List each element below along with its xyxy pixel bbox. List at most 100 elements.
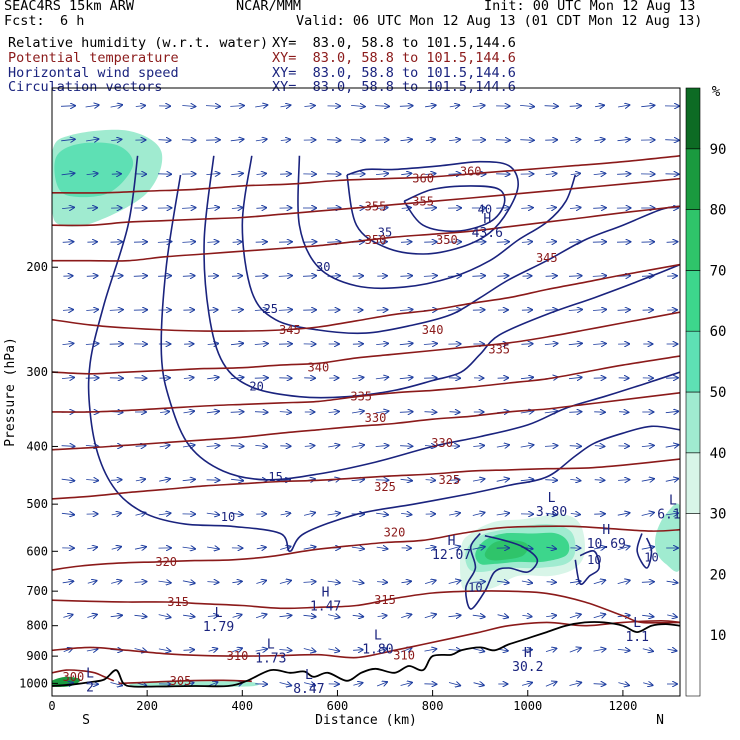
circulation-vector <box>570 514 580 515</box>
circulation-vector <box>544 411 558 413</box>
field-name-vectors: Circulation vectors <box>8 79 163 95</box>
colorbar-tick-label: 70 <box>710 263 727 279</box>
wind-speed-contour <box>241 155 680 335</box>
circulation-vector <box>63 615 72 618</box>
extremum-value: 12.07 <box>432 548 471 563</box>
theta-label: 320 <box>384 526 406 540</box>
circulation-vector <box>280 547 290 550</box>
circulation-vector <box>134 615 147 616</box>
axis-layer: 0 200 400 600 800 1000 1200 200 300 400 500 600 700 8… <box>19 260 637 713</box>
extremum-value: 1.1 <box>625 630 648 645</box>
circulation-vector <box>497 615 509 618</box>
theta-contour <box>52 155 680 194</box>
circulation-vector <box>181 140 196 141</box>
theta-label: 355 <box>365 199 387 213</box>
circulation-vector <box>569 648 581 652</box>
y-tick-label: 900 <box>26 649 48 663</box>
circulation-vector <box>303 615 316 616</box>
theta-contour <box>52 177 680 227</box>
circulation-vector <box>569 614 581 617</box>
theta-label: 325 <box>374 480 396 494</box>
circulation-vector <box>62 207 74 208</box>
circulation-vector <box>208 649 218 652</box>
circulation-vector <box>521 683 532 686</box>
circulation-vector <box>424 649 437 651</box>
extremum-value: 6.17 <box>657 508 688 523</box>
extremum-value: 30.2 <box>512 660 543 675</box>
colorbar-tick-label: 20 <box>710 567 727 583</box>
x-axis-title: Distance (km) <box>315 713 417 728</box>
circulation-vector <box>111 139 121 140</box>
circulation-vector <box>351 547 364 549</box>
x-tick-label: 800 <box>422 699 444 713</box>
wind-speed-contour <box>297 155 577 290</box>
circulation-vector <box>280 140 290 141</box>
extremum-marker: L <box>267 637 275 652</box>
extremum-marker: H <box>483 212 491 227</box>
circulation-vector <box>304 106 314 107</box>
rh-region <box>655 503 680 572</box>
extremum-value: 43.6 <box>472 226 503 241</box>
circulation-vector <box>328 445 339 447</box>
wind-speed-label: 30 <box>316 260 330 274</box>
circulation-vector <box>159 445 170 447</box>
theta-label: 305 <box>170 674 192 688</box>
circulation-vector <box>255 614 266 617</box>
circulation-vector <box>231 479 243 480</box>
org-label: NCAR/MMM <box>236 0 302 14</box>
circulation-vector <box>401 581 412 582</box>
colorbar-tick-label: 60 <box>710 324 727 340</box>
circulation-vector <box>231 513 242 514</box>
circulation-vector <box>302 276 316 277</box>
circulation-vector <box>377 649 387 652</box>
circulation-vector <box>593 614 606 618</box>
circulation-vector <box>545 310 557 311</box>
colorbar-tick-label: 10 <box>710 628 727 644</box>
circulation-vector <box>303 547 316 549</box>
circulation-vector <box>595 105 604 106</box>
circulation-vector <box>87 208 97 209</box>
circulation-vector <box>231 173 243 174</box>
circulation-vector <box>665 479 678 482</box>
circulation-vector <box>377 242 387 243</box>
circulation-vector <box>183 615 194 617</box>
circulation-vector <box>207 242 218 243</box>
theta-label: 325 <box>438 473 460 487</box>
circulation-vector <box>546 547 556 549</box>
circulation-vector <box>232 615 242 618</box>
circulation-vector <box>667 649 677 651</box>
circulation-vector <box>520 105 534 106</box>
theta-label: 350 <box>436 233 458 247</box>
y-tick-label: 400 <box>26 439 48 453</box>
circulation-vector <box>376 547 388 549</box>
colorbar-tick-label: 90 <box>710 142 727 158</box>
colorbar-band <box>685 330 701 393</box>
circulation-vector <box>278 310 292 311</box>
extremum-marker: L <box>669 494 677 509</box>
colorbar: 10 20 30 40 50 60 70 80 90 <box>685 87 727 697</box>
wind-contour-layer <box>87 155 680 610</box>
circulation-vector <box>545 276 557 277</box>
circulation-vector <box>496 242 509 243</box>
circulation-vector <box>449 105 460 107</box>
circulation-vector <box>448 174 461 175</box>
theta-contour <box>118 679 252 685</box>
circulation-vector <box>617 139 630 140</box>
theta-label: 315 <box>167 595 189 609</box>
circulation-vector <box>570 479 580 480</box>
circulation-vector <box>231 208 242 209</box>
circulation-vector <box>352 615 364 616</box>
circulation-vector <box>182 581 195 583</box>
colorbar-tick-label: 80 <box>710 203 727 219</box>
circulation-vector <box>133 276 147 277</box>
fcst-label: Fcst: <box>4 13 45 29</box>
theta-label: 335 <box>350 390 372 404</box>
circulation-vector <box>327 581 340 583</box>
theta-label: 330 <box>431 436 453 450</box>
wind-speed-contour <box>203 155 680 399</box>
circulation-vector <box>641 445 654 446</box>
circulation-vector <box>617 513 630 515</box>
terrain-layer <box>52 621 680 688</box>
circulation-vector <box>135 446 146 447</box>
circulation-vector <box>400 139 413 140</box>
